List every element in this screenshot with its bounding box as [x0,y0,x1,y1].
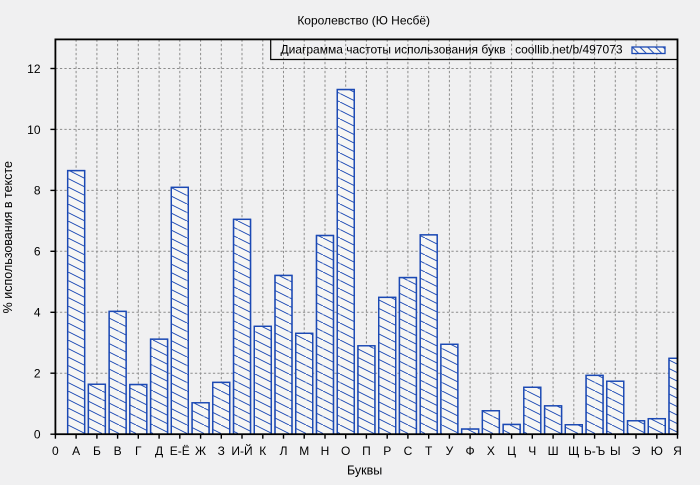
svg-text:Э: Э [632,444,641,458]
svg-text:2: 2 [34,367,41,381]
svg-text:О: О [341,444,350,458]
svg-text:Ч: Ч [528,444,536,458]
svg-text:С: С [404,444,413,458]
svg-text:Б: Б [93,444,101,458]
svg-text:Г: Г [135,444,142,458]
svg-text:Л: Л [280,444,288,458]
svg-text:К: К [259,444,266,458]
svg-text:10: 10 [27,123,41,137]
svg-text:0: 0 [34,428,41,442]
svg-text:А: А [72,444,80,458]
svg-text:Х: Х [487,444,495,458]
svg-text:У: У [446,444,454,458]
svg-text:Щ: Щ [568,444,579,458]
svg-text:Д: Д [155,444,163,458]
svg-text:8: 8 [34,184,41,198]
svg-text:% использования в тексте: % использования в тексте [1,161,15,313]
svg-text:4: 4 [34,306,41,320]
svg-text:coollib.net/b/497073: coollib.net/b/497073 [515,43,623,57]
svg-text:6: 6 [34,245,41,259]
svg-text:Ы: Ы [610,444,621,458]
svg-text:П: П [362,444,371,458]
svg-text:Ф: Ф [466,444,475,458]
svg-text:Диаграмма частоты использовани: Диаграмма частоты использования букв [281,43,506,57]
svg-text:12: 12 [27,62,41,76]
svg-text:Е-Ё: Е-Ё [170,444,190,458]
svg-text:Р: Р [383,444,391,458]
svg-text:З: З [218,444,225,458]
svg-text:Буквы: Буквы [347,463,382,477]
svg-text:В: В [114,444,122,458]
svg-text:Королевство (Ю Несбё): Королевство (Ю Несбё) [297,13,430,27]
svg-text:М: М [299,444,309,458]
svg-text:Ц: Ц [507,444,516,458]
svg-text:И-Й: И-Й [231,443,252,458]
svg-text:Я: Я [673,444,682,458]
svg-text:0: 0 [52,444,59,458]
svg-text:Ю: Ю [651,444,663,458]
svg-text:Ь-Ъ: Ь-Ъ [584,444,605,458]
svg-text:Н: Н [321,444,330,458]
svg-text:Ж: Ж [195,444,206,458]
svg-text:Т: Т [425,444,433,458]
svg-text:Ш: Ш [548,444,559,458]
